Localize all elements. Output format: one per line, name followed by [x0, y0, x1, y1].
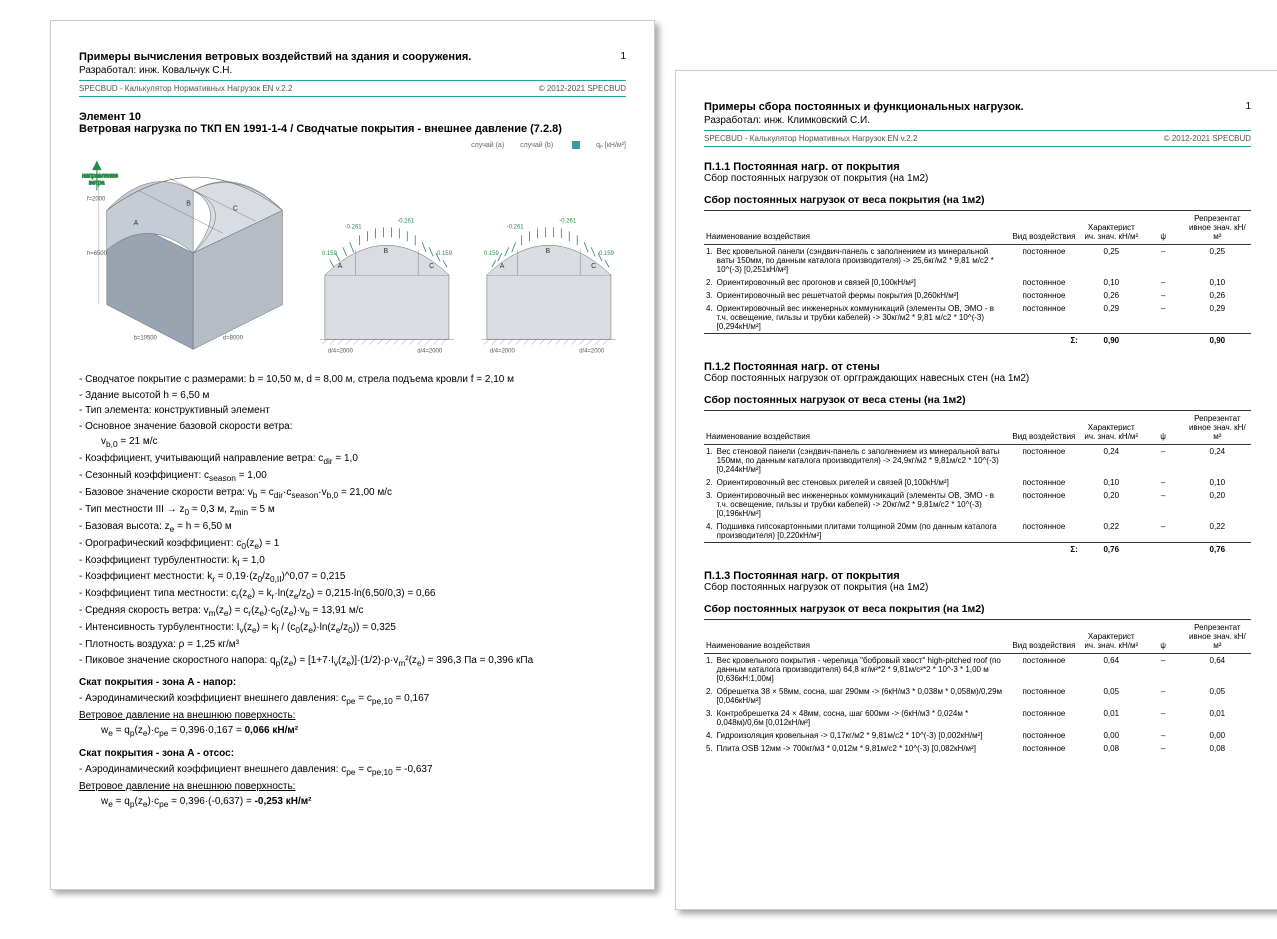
svg-text:направление: направление: [82, 174, 119, 180]
svg-text:B: B: [384, 248, 389, 255]
svg-text:0.159: 0.159: [437, 251, 453, 257]
table-row: 4.Подшивка гипсокартонными плитами толщи…: [704, 520, 1251, 543]
svg-text:0.159: 0.159: [484, 251, 500, 257]
svg-text:A: A: [500, 263, 505, 270]
element-title: Элемент 10: [79, 111, 626, 123]
svg-text:-0.261: -0.261: [345, 225, 363, 231]
table-row: 2.Ориентировочный вес стеновых ригелей и…: [704, 476, 1251, 489]
table-row: 4.Гидроизоляция кровельная -> 0,17кг/м2 …: [704, 729, 1251, 742]
copyright: © 2012-2021 SPECBUD: [1164, 134, 1251, 143]
calculation-text: - Сводчатое покрытие с размерами: b = 10…: [79, 372, 626, 811]
table-row: 5.Плита OSB 12мм -> 700кг/м3 * 0,012м * …: [704, 742, 1251, 755]
table-sum-row: Σ:0,900,90: [704, 334, 1251, 348]
app-name: SPECBUD - Калькулятор Нормативных Нагруз…: [704, 134, 917, 143]
table-row: 1.Вес стеновой панели (сэндвич-панель с …: [704, 445, 1251, 477]
table-row: 3.Ориентировочный вес решетчатой фермы п…: [704, 289, 1251, 302]
diagram-legend: случай (a) случай (b) qₚ [кН/м²]: [79, 141, 626, 149]
table-row: 1.Вес кровельной панели (сэндвич-панель …: [704, 245, 1251, 277]
svg-text:B: B: [186, 201, 191, 208]
loads-table: Наименование воздействияВид воздействияХ…: [704, 210, 1251, 347]
table-row: 2.Обрешетка 38 × 58мм, сосна, шаг 290мм …: [704, 685, 1251, 707]
section-subtitle-2: Сбор постоянных нагрузок от веса покрыти…: [704, 194, 1251, 206]
svg-text:b=10500: b=10500: [134, 336, 158, 342]
page-number: 1: [620, 51, 626, 62]
table-row: 2.Ориентировочный вес прогонов и связей …: [704, 276, 1251, 289]
svg-text:d/4=2000: d/4=2000: [490, 349, 516, 355]
table-row: 3.Ориентировочный вес инженерных коммуни…: [704, 489, 1251, 520]
table-sum-row: Σ:0,760,76: [704, 543, 1251, 557]
vault-section-a: A B C -0.261 -0.261 0.159 0.159 d/4=2000…: [310, 205, 464, 360]
svg-text:-0.261: -0.261: [398, 219, 416, 225]
page-number: 1: [1245, 101, 1251, 112]
doc-author: Разработал: инж. Климковский С.И.: [704, 115, 1251, 126]
section-title: П.1.1 Постоянная нагр. от покрытия: [704, 161, 1251, 173]
svg-text:d/4=2000: d/4=2000: [579, 349, 605, 355]
svg-text:C: C: [591, 263, 596, 270]
loads-table: Наименование воздействияВид воздействияХ…: [704, 619, 1251, 755]
section-subtitle: Сбор постоянных нагрузок от оргграждающи…: [704, 373, 1251, 384]
element-subtitle: Ветровая нагрузка по ТКП EN 1991-1-4 / С…: [79, 123, 626, 135]
section-subtitle: Сбор постоянных нагрузок от покрытия (на…: [704, 582, 1251, 593]
svg-text:C: C: [233, 206, 238, 213]
doc-author: Разработал: инж. Ковальчук С.Н.: [79, 65, 626, 76]
table-row: 3.Контробрешетка 24 × 48мм, сосна, шаг 6…: [704, 707, 1251, 729]
section-title: П.1.3 Постоянная нагр. от покрытия: [704, 570, 1251, 582]
diagram-area: направление ветра A B: [79, 155, 626, 360]
svg-text:-0.261: -0.261: [507, 225, 525, 231]
svg-text:0.159: 0.159: [322, 251, 338, 257]
svg-text:d/4=2000: d/4=2000: [328, 349, 354, 355]
doc-title: Примеры вычисления ветровых воздействий …: [79, 51, 626, 63]
loads-table: Наименование воздействияВид воздействияХ…: [704, 410, 1251, 556]
svg-text:ветра: ветра: [89, 181, 105, 187]
table-row: 4.Ориентировочный вес инженерных коммуни…: [704, 302, 1251, 334]
svg-text:0.159: 0.159: [599, 251, 615, 257]
table-row: 1.Вес кровельного покрытия - черепица "б…: [704, 654, 1251, 686]
svg-text:C: C: [429, 263, 434, 270]
svg-text:-0.261: -0.261: [559, 219, 577, 225]
report-page-2: 1 Примеры сбора постоянных и функциональ…: [675, 70, 1277, 910]
section-subtitle-2: Сбор постоянных нагрузок от веса покрыти…: [704, 603, 1251, 615]
svg-text:B: B: [546, 248, 551, 255]
section-title: П.1.2 Постоянная нагр. от стены: [704, 361, 1251, 373]
svg-text:d=8000: d=8000: [223, 336, 244, 342]
doc-title: Примеры сбора постоянных и функциональны…: [704, 101, 1251, 113]
copyright: © 2012-2021 SPECBUD: [539, 84, 626, 93]
svg-text:d/4=2000: d/4=2000: [418, 349, 444, 355]
vault-section-b: A B C -0.261 -0.261 0.159 0.159 d/4=2000…: [472, 205, 626, 360]
svg-text:A: A: [134, 220, 139, 227]
vault-3d-diagram: направление ветра A B: [79, 155, 302, 360]
section-subtitle-2: Сбор постоянных нагрузок от веса стены (…: [704, 394, 1251, 406]
report-page-1: 1 Примеры вычисления ветровых воздействи…: [50, 20, 655, 890]
svg-text:A: A: [338, 263, 343, 270]
svg-text:f=2000: f=2000: [87, 197, 106, 203]
svg-text:h=6500: h=6500: [87, 251, 108, 257]
load-sections: П.1.1 Постоянная нагр. от покрытияСбор п…: [704, 161, 1251, 755]
app-name: SPECBUD - Калькулятор Нормативных Нагруз…: [79, 84, 292, 93]
section-subtitle: Сбор постоянных нагрузок от покрытия (на…: [704, 173, 1251, 184]
